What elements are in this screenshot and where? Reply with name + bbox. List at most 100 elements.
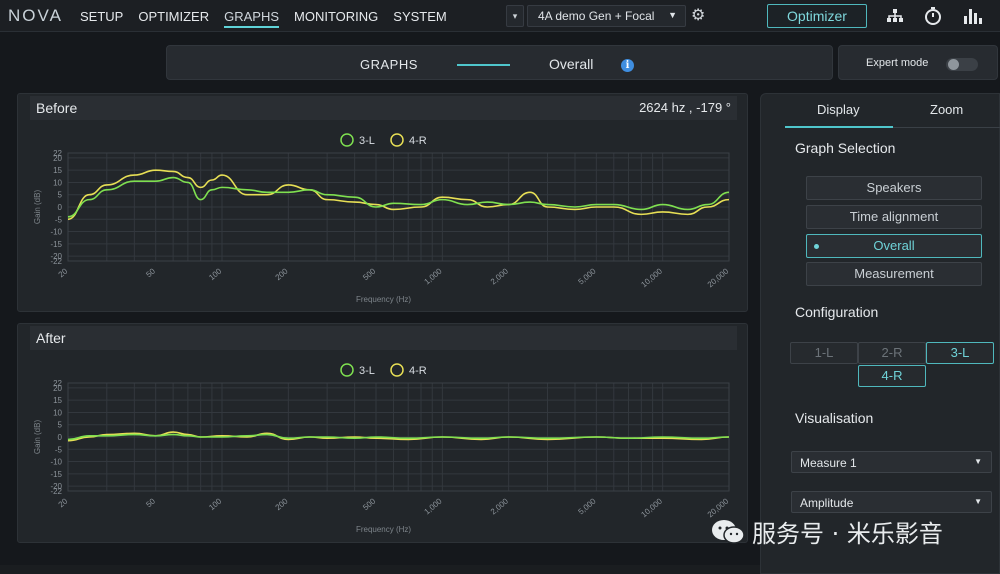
wechat-icon [712,519,745,544]
before-title: Before [36,100,78,116]
x-tick-label: 100 [207,496,223,512]
x-axis-label: Frequency (Hz) [356,295,411,304]
optimizer-button[interactable]: Optimizer [767,4,867,28]
toggle-knob [948,59,959,70]
x-tick-label: 1,000 [422,266,444,286]
nav-system[interactable]: SYSTEM [393,9,447,24]
visualisation-title: Visualisation [795,410,874,426]
current-view-label: Overall [549,56,594,72]
measure-select-value: Measure 1 [800,456,857,470]
visualisation-type-select[interactable]: Amplitude ▼ [791,491,992,513]
x-tick-label: 20,000 [706,266,731,289]
preset-label: 4A demo Gen + Focal [538,9,655,23]
nav-setup[interactable]: SETUP [80,9,124,24]
y-tick-label: 5 [58,421,63,430]
tab-display[interactable]: Display [817,102,860,117]
y-tick-label: 15 [53,396,62,405]
y-tick-label: 10 [53,408,62,417]
graph-option-speakers[interactable]: Speakers [806,176,982,200]
series-line-4-r [67,431,730,442]
x-tick-label: 10,000 [639,496,664,519]
x-tick-label: 20 [57,266,70,279]
y-tick-label: -22 [50,487,62,496]
y-axis-label: Gain (dB) [33,420,42,455]
y-tick-label: 15 [53,166,62,175]
graph-option-overall[interactable]: Overall [806,234,982,258]
y-tick-label: 5 [58,191,63,200]
legend-marker-4-r [390,363,404,377]
graph-option-time-alignment[interactable]: Time alignment [806,205,982,229]
main-nav: SETUP OPTIMIZER GRAPHS MONITORING SYSTEM [80,9,462,28]
selected-dot-icon [814,244,819,249]
y-tick-label: 20 [53,154,62,163]
x-tick-label: 200 [274,496,290,512]
preset-select[interactable]: 4A demo Gen + Focal ▼ [527,5,686,27]
sidebar-tabs: Display Zoom [785,94,1000,128]
x-tick-label: 100 [207,266,223,282]
x-tick-label: 2,000 [489,266,511,286]
y-tick-label: -5 [55,445,63,454]
nav-optimizer[interactable]: OPTIMIZER [138,9,210,24]
channel-4-r[interactable]: 4-R [858,365,926,387]
graph-option-overall-label: Overall [873,238,915,253]
before-title-bar: Before 2624 hz , -179 ° [30,96,737,120]
x-tick-label: 5,000 [577,496,599,516]
legend-label-3-l: 3-L [359,135,375,147]
y-tick-label: -10 [50,228,62,237]
expert-mode-box: Expert mode [838,45,998,80]
x-tick-label: 500 [361,496,377,512]
watermark: 服务号 · 米乐影音 [710,514,943,549]
channel-2-r[interactable]: 2-R [858,342,926,364]
display-sidebar: Display Zoom Graph Selection Speakers Ti… [760,93,1000,574]
x-axis-label: Frequency (Hz) [356,525,411,534]
y-tick-label: -15 [50,240,62,249]
bar-chart-icon[interactable] [961,6,983,26]
tab-zoom[interactable]: Zoom [930,102,964,117]
legend-label-4-r: 4-R [409,365,427,377]
x-tick-label: 20 [57,496,70,509]
measure-select[interactable]: Measure 1 ▼ [791,451,992,473]
channel-3-l[interactable]: 3-L [926,342,994,364]
x-tick-label: 50 [144,266,157,279]
chevron-down-icon: ▼ [974,457,982,466]
nav-graphs[interactable]: GRAPHS [224,9,280,28]
after-graph-panel: After 22 20 15 10 5 0 -5 -10 -15 -20 -22 20 50 100 200… [17,323,748,543]
graphs-header: GRAPHS Overall i [166,45,833,80]
nav-monitoring[interactable]: MONITORING [294,9,379,24]
app-logo: NOVA [8,6,63,25]
y-tick-label: 0 [58,203,63,212]
chevron-down-icon: ▼ [974,497,982,506]
stopwatch-icon[interactable] [922,6,944,26]
preset-menu-button[interactable]: ▾ [506,5,524,27]
x-tick-label: 5,000 [577,266,599,286]
expert-mode-label: Expert mode [866,57,929,69]
y-tick-label: -20 [50,252,62,261]
chevron-down-icon: ▼ [668,10,677,20]
top-bar: NOVA SETUP OPTIMIZER GRAPHS MONITORING S… [0,0,1000,32]
before-graph-panel: Before 2624 hz , -179 ° 22 20 15 10 5 0 -5 -10-… [17,93,748,312]
x-tick-label: 200 [274,266,290,282]
network-icon[interactable] [884,6,906,26]
expert-mode-toggle[interactable] [946,58,978,71]
graphs-title: GRAPHS [360,57,418,72]
gear-icon[interactable]: ⚙ [691,7,706,24]
active-tab-indicator [785,126,893,128]
series-line-3-l [67,433,730,441]
legend-marker-4-r [390,133,404,147]
legend-label-4-r: 4-R [409,135,427,147]
y-tick-label: 20 [53,384,62,393]
after-title: After [36,330,66,346]
graph-selection-title: Graph Selection [795,140,896,156]
x-tick-label: 1,000 [422,496,444,516]
after-title-bar: After [30,326,737,350]
series-line-4-r [67,169,730,221]
y-tick-label: 0 [58,433,63,442]
y-axis-label: Gain (dB) [33,190,42,225]
channel-1-l[interactable]: 1-L [790,342,858,364]
info-icon[interactable]: i [621,59,634,72]
graph-option-measurement[interactable]: Measurement [806,262,982,286]
y-tick-label: 22 [53,149,62,158]
y-tick-label: 10 [53,178,62,187]
